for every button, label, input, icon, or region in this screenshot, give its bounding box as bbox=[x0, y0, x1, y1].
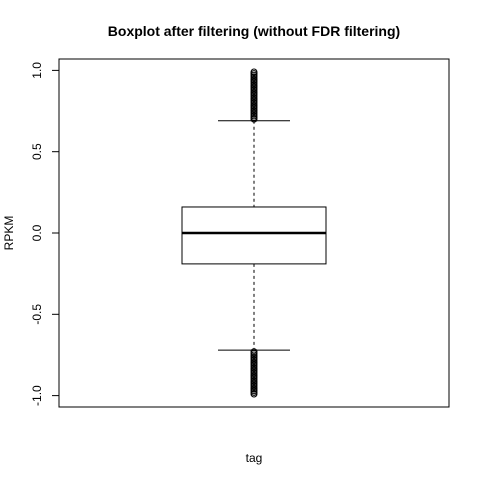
box-layer bbox=[181, 120, 327, 351]
y-axis-label: RPKM bbox=[2, 216, 16, 251]
outlier-layer bbox=[250, 68, 258, 398]
chart-title: Boxplot after filtering (without FDR fil… bbox=[108, 23, 400, 39]
y-tick-label: -1.0 bbox=[30, 385, 44, 406]
iqr-box bbox=[181, 206, 327, 265]
outlier-point bbox=[250, 68, 258, 76]
y-tick-label: 0.0 bbox=[30, 224, 44, 241]
y-axis: -1.0 -0.5 0.0 0.5 1.0 bbox=[30, 62, 59, 406]
y-tick-label: -0.5 bbox=[30, 304, 44, 325]
x-axis-label: tag bbox=[246, 451, 263, 465]
outlier-point bbox=[250, 390, 258, 398]
y-tick-label: 1.0 bbox=[30, 62, 44, 79]
y-tick-label: 0.5 bbox=[30, 143, 44, 160]
